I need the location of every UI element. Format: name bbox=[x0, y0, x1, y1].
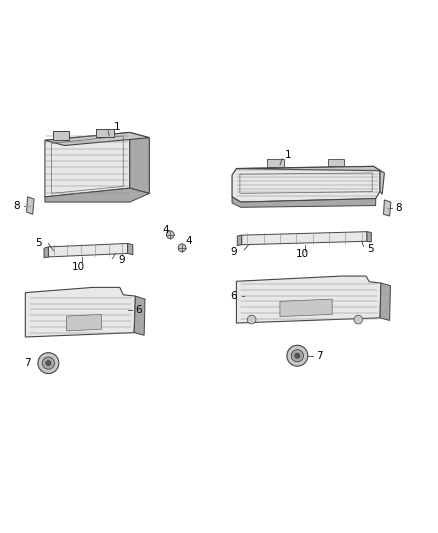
Polygon shape bbox=[130, 133, 149, 193]
Polygon shape bbox=[45, 188, 149, 202]
Text: 10: 10 bbox=[72, 262, 85, 272]
Polygon shape bbox=[127, 244, 133, 255]
Circle shape bbox=[295, 353, 300, 358]
Circle shape bbox=[247, 315, 256, 324]
Text: 5: 5 bbox=[367, 244, 374, 254]
Polygon shape bbox=[237, 276, 381, 323]
FancyBboxPatch shape bbox=[267, 159, 284, 167]
Polygon shape bbox=[48, 244, 127, 257]
Polygon shape bbox=[384, 200, 391, 216]
Text: 9: 9 bbox=[231, 247, 237, 257]
Text: 1: 1 bbox=[285, 150, 292, 160]
Text: 4: 4 bbox=[162, 224, 169, 235]
FancyBboxPatch shape bbox=[53, 131, 69, 140]
Text: 7: 7 bbox=[316, 351, 322, 361]
Polygon shape bbox=[44, 247, 48, 258]
Polygon shape bbox=[25, 287, 135, 337]
Polygon shape bbox=[232, 166, 380, 202]
Circle shape bbox=[291, 350, 304, 362]
Text: 7: 7 bbox=[25, 358, 31, 368]
Text: 9: 9 bbox=[118, 255, 125, 265]
Polygon shape bbox=[367, 232, 371, 242]
Circle shape bbox=[46, 360, 51, 366]
Polygon shape bbox=[67, 314, 102, 331]
Polygon shape bbox=[242, 232, 367, 245]
Circle shape bbox=[287, 345, 308, 366]
Text: 8: 8 bbox=[13, 200, 20, 211]
Polygon shape bbox=[27, 197, 34, 214]
Circle shape bbox=[42, 357, 54, 369]
Text: 5: 5 bbox=[35, 238, 42, 247]
Polygon shape bbox=[280, 299, 332, 317]
Polygon shape bbox=[232, 197, 376, 207]
Circle shape bbox=[38, 353, 59, 374]
Text: 6: 6 bbox=[231, 291, 237, 301]
Text: 4: 4 bbox=[185, 236, 192, 246]
Circle shape bbox=[178, 244, 186, 252]
Polygon shape bbox=[380, 283, 391, 320]
Circle shape bbox=[354, 315, 363, 324]
Polygon shape bbox=[45, 133, 149, 146]
Text: 8: 8 bbox=[395, 203, 402, 213]
FancyBboxPatch shape bbox=[96, 128, 114, 137]
Polygon shape bbox=[237, 166, 385, 194]
Polygon shape bbox=[45, 133, 130, 197]
Text: 1: 1 bbox=[114, 122, 120, 132]
Polygon shape bbox=[237, 235, 242, 246]
Polygon shape bbox=[134, 296, 145, 335]
Text: 6: 6 bbox=[135, 305, 142, 315]
Circle shape bbox=[166, 231, 174, 239]
Text: 10: 10 bbox=[296, 249, 309, 260]
FancyBboxPatch shape bbox=[328, 159, 344, 166]
